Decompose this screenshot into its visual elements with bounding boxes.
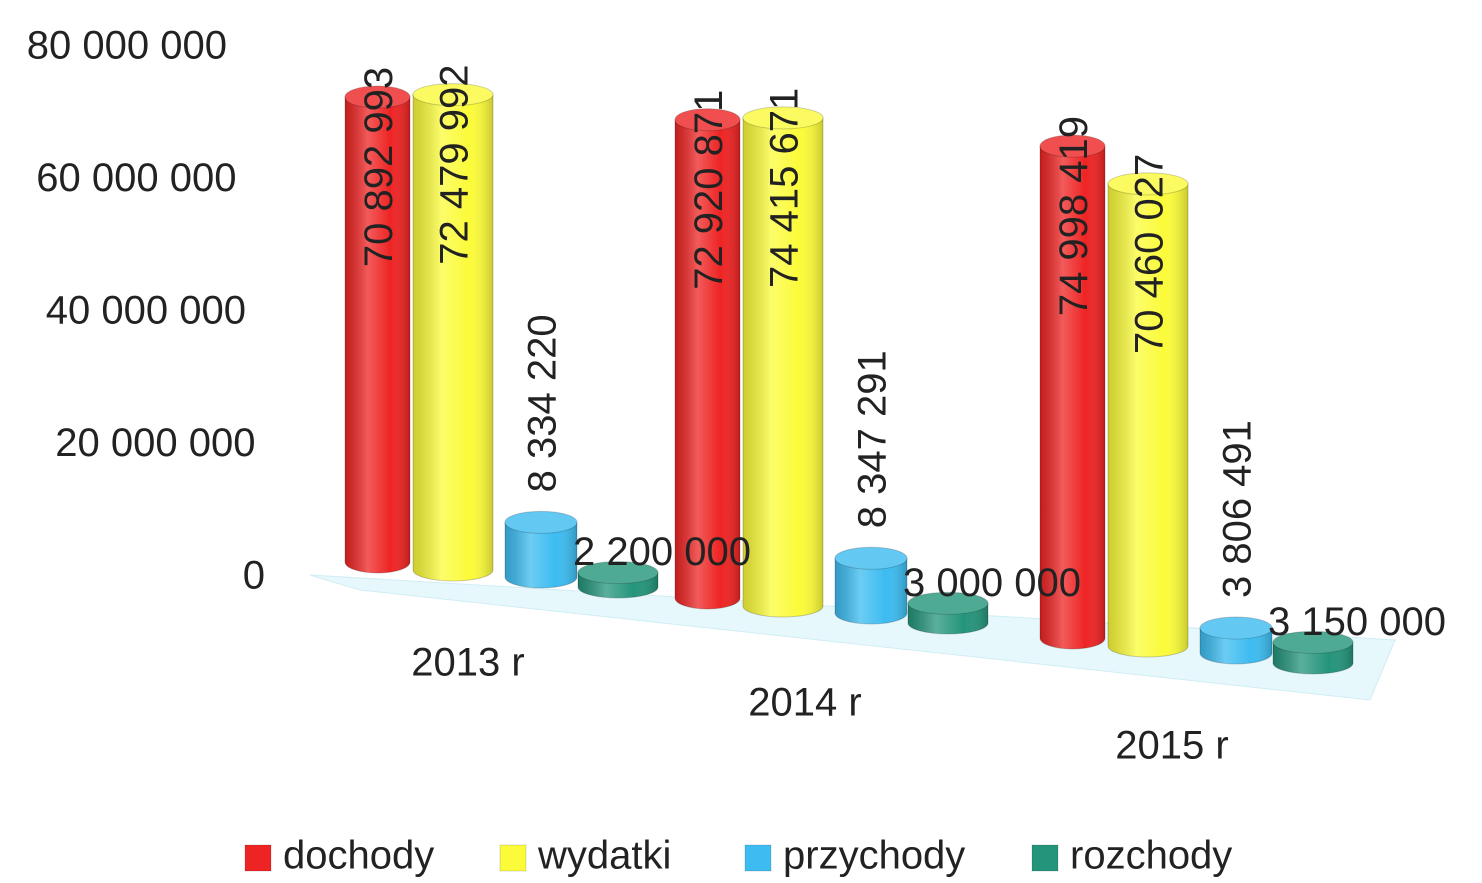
bar: [344, 85, 411, 574]
data-label: 70 892 993: [357, 67, 401, 267]
y-tick-label: 40 000 000: [46, 289, 246, 333]
y-tick-label: 20 000 000: [55, 421, 255, 465]
bar: [1039, 134, 1106, 650]
legend-swatch: [1031, 844, 1059, 872]
data-label: 2 200 000: [573, 530, 751, 574]
data-label: 74 415 671: [763, 88, 807, 288]
data-label: 70 460 027: [1128, 154, 1172, 354]
bar: [674, 108, 741, 610]
legend-label: dochody: [283, 834, 434, 878]
bar: [742, 106, 824, 618]
bar: [907, 591, 989, 635]
data-label: 72 479 992: [433, 64, 477, 264]
y-tick-label: 80 000 000: [27, 24, 227, 68]
bar: [1272, 630, 1354, 675]
data-label: 8 347 291: [851, 350, 895, 528]
bar: [834, 546, 908, 625]
y-tick-label: 60 000 000: [36, 156, 236, 200]
bar: [504, 510, 578, 589]
data-label: 3 806 491: [1216, 420, 1260, 598]
legend-label: przychody: [783, 834, 965, 878]
data-label: 8 334 220: [521, 314, 565, 492]
legend-label: rozchody: [1070, 834, 1232, 878]
data-label: 72 920 871: [687, 90, 731, 290]
legend-swatch: [244, 844, 272, 872]
data-label: 3 000 000: [903, 561, 1081, 605]
legend-swatch: [744, 844, 772, 872]
data-label: 3 150 000: [1268, 600, 1446, 644]
x-tick-label: 2014 r: [748, 681, 861, 725]
bar: [577, 561, 659, 599]
floor: [309, 574, 1396, 701]
bar: [1107, 172, 1189, 658]
bar: [412, 83, 494, 582]
x-tick-label: 2013 r: [411, 641, 524, 685]
legend-swatch: [499, 844, 527, 872]
bar: [1199, 616, 1273, 665]
data-label: 74 998 419: [1052, 116, 1096, 316]
y-tick-label: 0: [243, 554, 265, 598]
x-tick-label: 2015 r: [1115, 724, 1228, 768]
legend-label: wydatki: [537, 834, 671, 878]
